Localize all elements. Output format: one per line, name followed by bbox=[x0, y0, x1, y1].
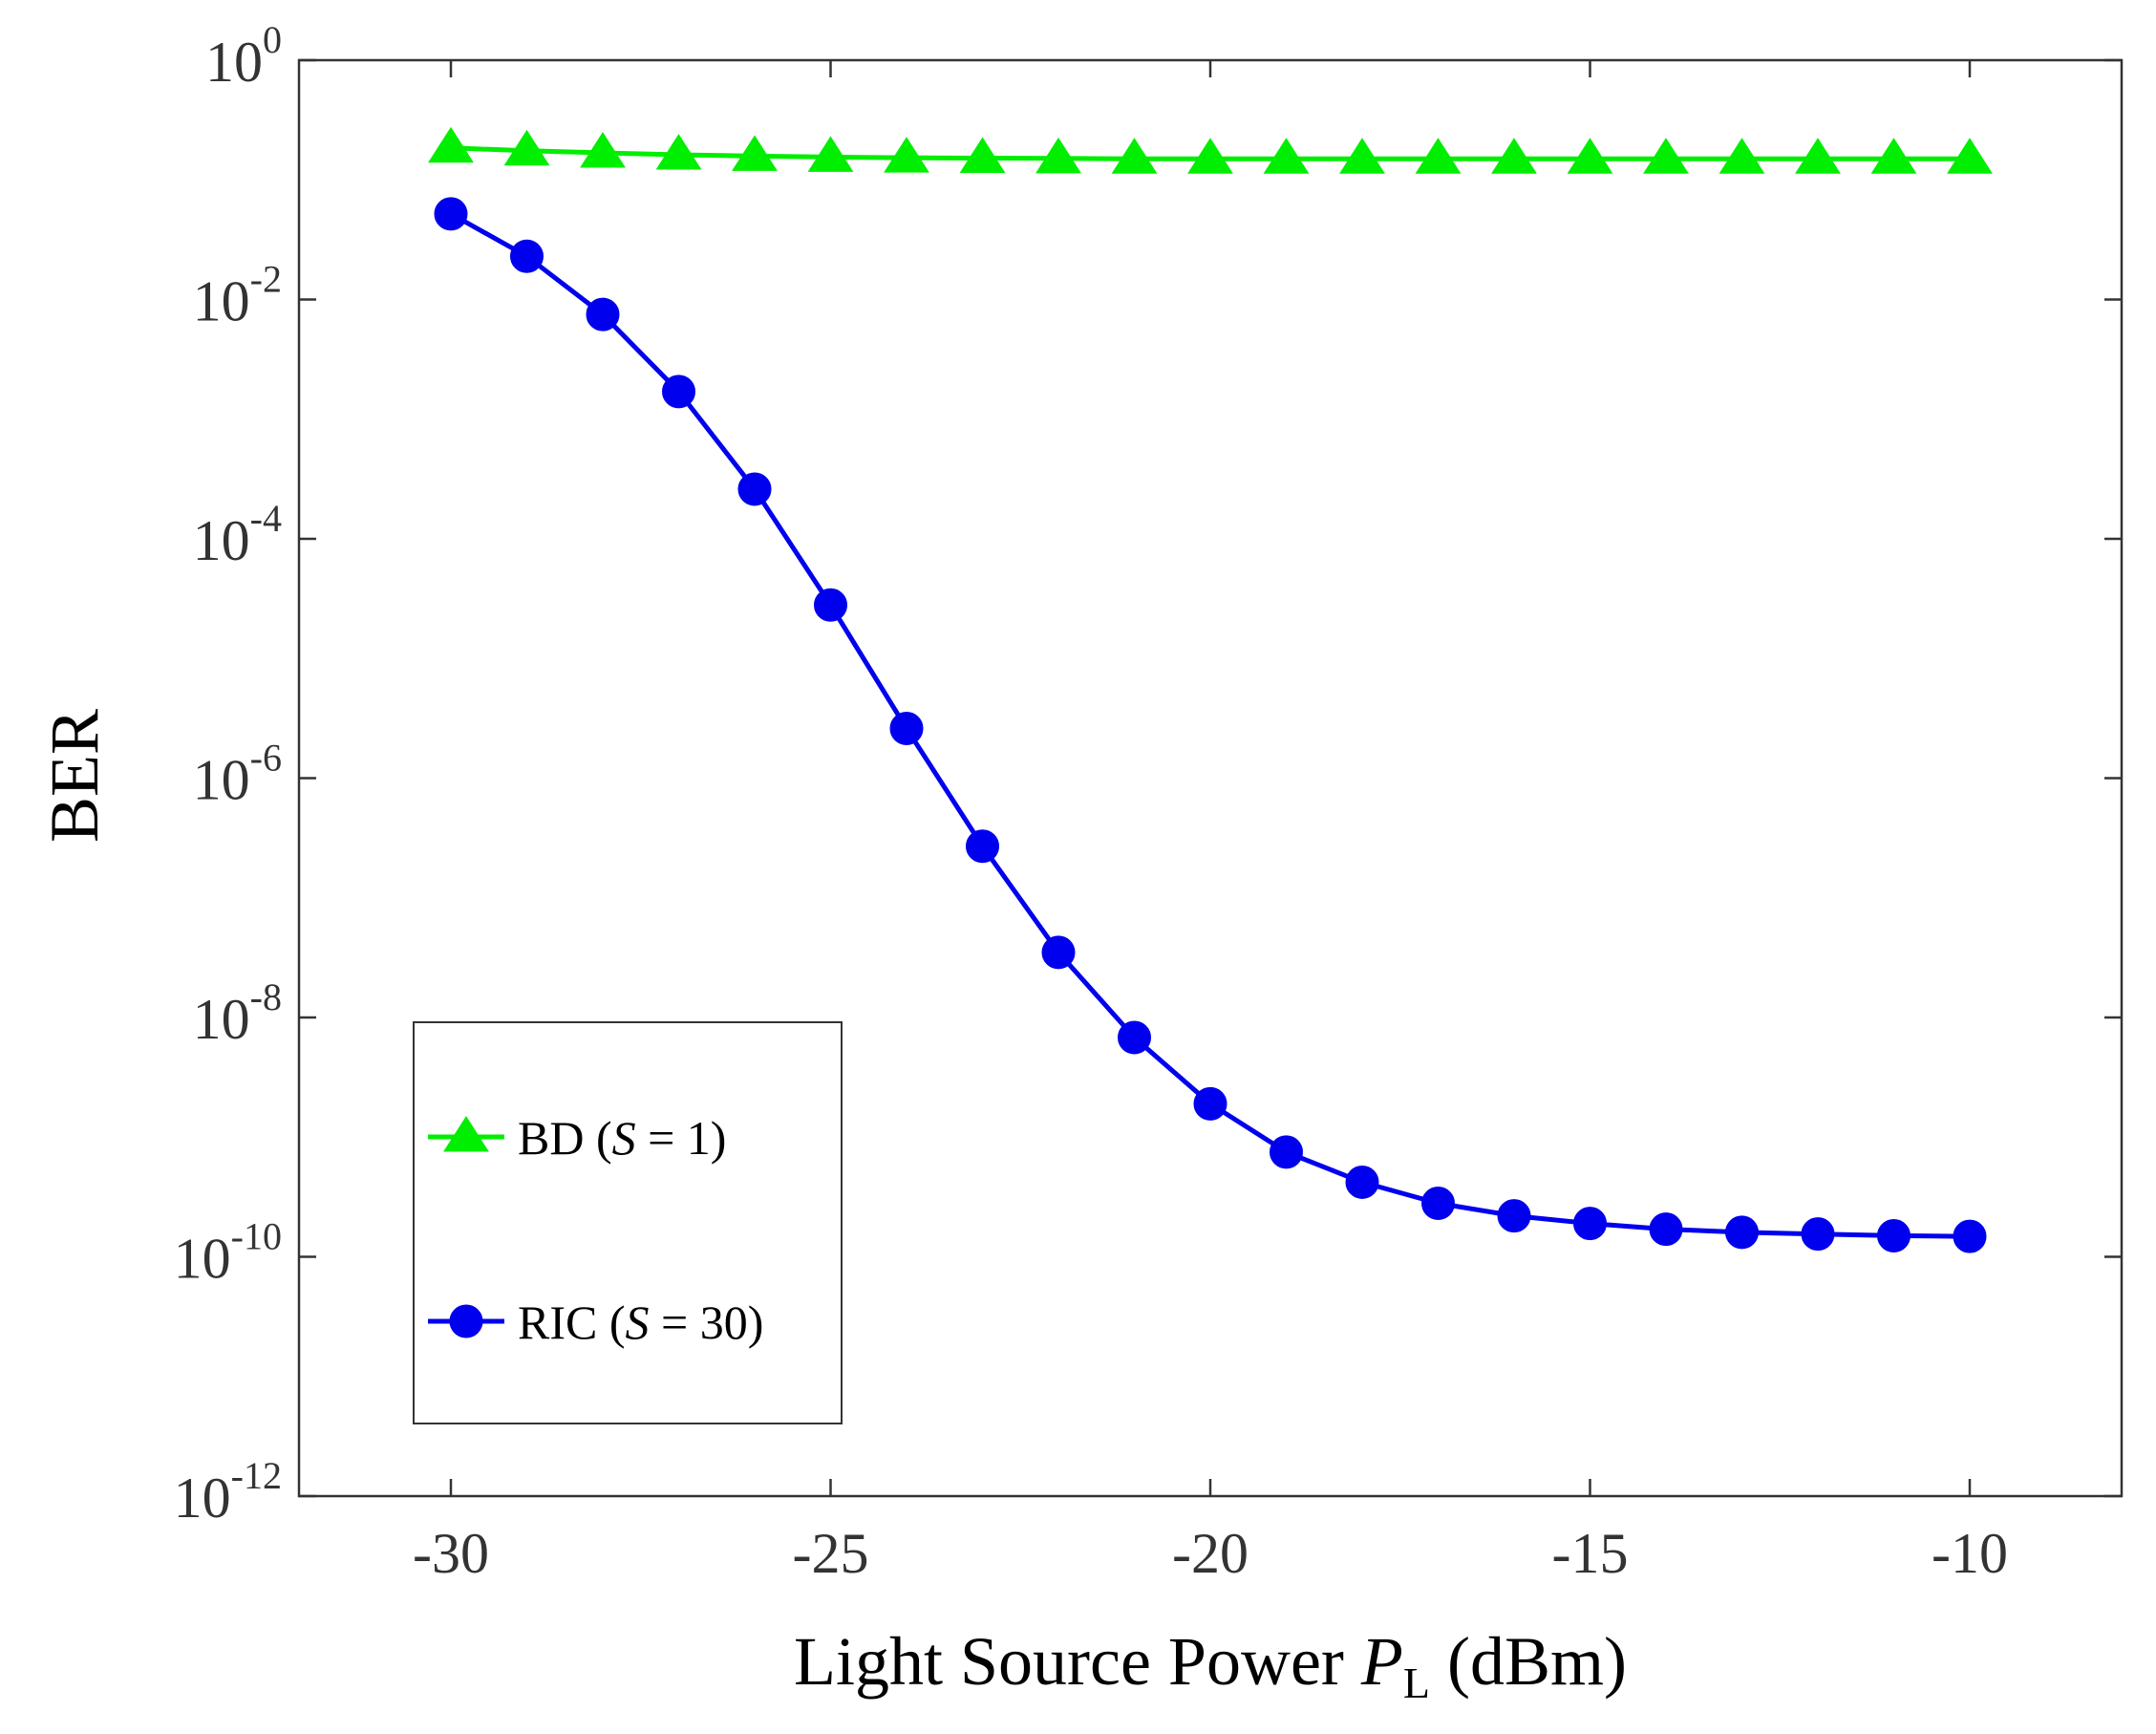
x-tick-label: -15 bbox=[1552, 1522, 1629, 1585]
legend-ric-label-var: S bbox=[626, 1295, 650, 1349]
series-layer bbox=[428, 126, 1993, 1253]
legend-bd-marker bbox=[443, 1116, 489, 1152]
y-tick-label-exponent: -6 bbox=[250, 737, 282, 780]
series-ric-point bbox=[662, 375, 695, 409]
x-axis-title: Light Source Power PL (dBm) bbox=[794, 1623, 1627, 1707]
series-ric-point bbox=[434, 197, 468, 231]
series-bd-point bbox=[807, 136, 854, 172]
series-ric-point bbox=[1421, 1186, 1455, 1220]
y-tick-label: 10-8 bbox=[193, 975, 282, 1051]
series-bd-point bbox=[655, 134, 702, 170]
y-tick-label: 10-12 bbox=[174, 1454, 282, 1530]
series-ric-point bbox=[1801, 1217, 1835, 1252]
legend-entries: BD (S = 1)RIC (S = 30) bbox=[428, 1111, 763, 1349]
x-tick-label: -30 bbox=[413, 1522, 489, 1585]
series-bd-point bbox=[884, 137, 929, 173]
series-ric-point bbox=[1649, 1212, 1683, 1247]
series-bd-point bbox=[1643, 138, 1689, 174]
series-bd-point bbox=[428, 126, 474, 163]
y-tick-label: 10-10 bbox=[174, 1215, 282, 1291]
series-ric-point bbox=[1497, 1199, 1531, 1233]
x-axis-title-main: Light Source Power bbox=[794, 1623, 1361, 1700]
legend-bd-label-post: = 1) bbox=[636, 1111, 727, 1165]
series-bd-point bbox=[1567, 138, 1613, 174]
y-tick-label-exponent: -10 bbox=[231, 1215, 282, 1258]
y-tick-label-exponent: -4 bbox=[250, 497, 282, 540]
plot-area-frame bbox=[297, 58, 2124, 1498]
series-ric-point bbox=[1877, 1218, 1911, 1252]
series-bd-point bbox=[1263, 138, 1310, 174]
legend-box bbox=[413, 1021, 843, 1424]
series-ric-point bbox=[1573, 1207, 1607, 1241]
y-tick-label-base: 10 bbox=[193, 509, 250, 572]
series-ric-point bbox=[1193, 1086, 1227, 1121]
series-bd-point bbox=[1718, 138, 1765, 174]
y-tick-label-base: 10 bbox=[193, 988, 250, 1051]
x-tick-labels: -30 -25 -20 -15 -10 bbox=[413, 1522, 2008, 1585]
y-tick-label: 100 bbox=[205, 18, 282, 94]
y-tick-label-exponent: 0 bbox=[263, 18, 282, 61]
y-tick-label-base: 10 bbox=[193, 270, 250, 333]
series-ric-point bbox=[510, 239, 544, 273]
y-tick-label: 10-4 bbox=[193, 497, 282, 572]
y-tick-label-exponent: -12 bbox=[231, 1454, 282, 1497]
y-axis-title: BER bbox=[36, 709, 113, 843]
legend-bd-label-pre: BD ( bbox=[518, 1111, 612, 1165]
x-axis-title-var: P bbox=[1360, 1623, 1403, 1700]
series-bd-point bbox=[1035, 137, 1081, 174]
legend-entry-ric: RIC (S = 30) bbox=[428, 1295, 763, 1349]
series-ric-point bbox=[1270, 1135, 1303, 1169]
legend: BD (S = 1)RIC (S = 30) bbox=[413, 1021, 843, 1424]
y-tick-label: 10-6 bbox=[193, 737, 282, 812]
y-tick-label: 10-2 bbox=[193, 258, 282, 333]
series-ric-point bbox=[814, 588, 847, 622]
series-ric-point bbox=[737, 472, 772, 506]
series-ric-point bbox=[1041, 935, 1076, 970]
series-ric-point bbox=[966, 829, 999, 864]
series-bd-point bbox=[959, 137, 1006, 173]
legend-entry-bd: BD (S = 1) bbox=[428, 1111, 726, 1165]
series-bd-point bbox=[732, 135, 778, 171]
y-tick-label-base: 10 bbox=[205, 31, 263, 94]
series-bd-point bbox=[1415, 138, 1462, 174]
series-bd-point bbox=[1339, 138, 1385, 174]
series-ric-point bbox=[1725, 1215, 1759, 1250]
series-bd-point bbox=[1947, 138, 1993, 174]
x-axis-title-sub: L bbox=[1403, 1659, 1430, 1707]
legend-ric-marker bbox=[449, 1304, 483, 1338]
series-bd-point bbox=[1795, 138, 1841, 174]
x-tick-label: -10 bbox=[1932, 1522, 2008, 1585]
y-tick-label-exponent: -2 bbox=[250, 258, 282, 301]
legend-bd-label-var: S bbox=[612, 1111, 636, 1165]
series-bd-point bbox=[1187, 138, 1233, 174]
series-ric-point bbox=[1345, 1165, 1379, 1199]
series-bd bbox=[428, 126, 1993, 174]
series-bd-point bbox=[1870, 138, 1917, 174]
y-tick-label-base: 10 bbox=[174, 1466, 231, 1530]
x-tick-label: -20 bbox=[1172, 1522, 1249, 1585]
series-bd-point bbox=[1491, 138, 1537, 174]
x-tick-label: -25 bbox=[793, 1522, 869, 1585]
legend-bd-label: BD (S = 1) bbox=[518, 1111, 726, 1165]
y-tick-label-base: 10 bbox=[193, 749, 250, 812]
series-bd-point bbox=[1111, 138, 1158, 174]
y-tick-label-exponent: -8 bbox=[250, 975, 282, 1018]
legend-ric-label: RIC (S = 30) bbox=[518, 1295, 763, 1349]
legend-ric-label-pre: RIC ( bbox=[518, 1295, 626, 1349]
series-ric-point bbox=[1953, 1219, 1987, 1253]
y-tick-label-base: 10 bbox=[174, 1228, 231, 1291]
series-ric-point bbox=[889, 712, 924, 746]
series-ric-point bbox=[586, 297, 620, 332]
series-bd-point bbox=[503, 129, 550, 166]
x-axis-title-unit: (dBm) bbox=[1430, 1623, 1627, 1700]
series-ric bbox=[434, 197, 1987, 1253]
series-ric-point bbox=[1118, 1020, 1151, 1055]
series-bd-point bbox=[580, 132, 626, 168]
legend-ric-label-post: = 30) bbox=[650, 1295, 764, 1349]
